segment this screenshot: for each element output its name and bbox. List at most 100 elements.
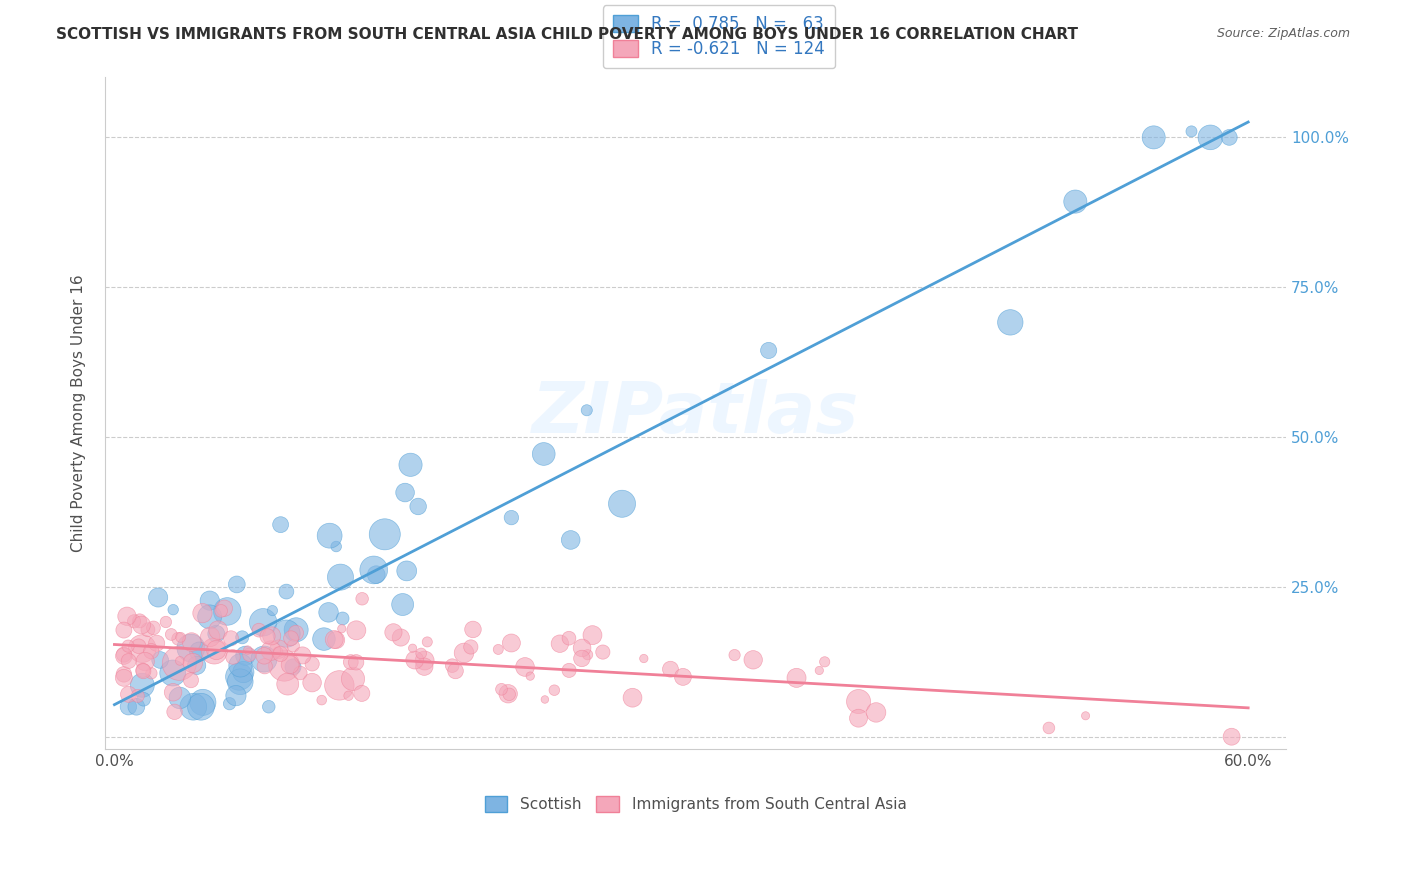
Point — [290, 666, 312, 681]
Legend: Scottish, Immigrants from South Central Asia: Scottish, Immigrants from South Central … — [475, 788, 915, 822]
Point — [1064, 194, 1087, 209]
Point — [337, 689, 360, 703]
Point — [848, 711, 870, 725]
Point — [513, 660, 536, 674]
Point — [1000, 315, 1022, 329]
Point — [1331, 698, 1354, 712]
Point — [112, 671, 135, 685]
Point — [311, 693, 333, 707]
Point — [284, 626, 307, 640]
Point — [145, 636, 167, 650]
Point — [225, 577, 247, 591]
Point — [633, 651, 655, 665]
Point — [404, 653, 426, 667]
Point — [169, 630, 191, 644]
Point — [330, 622, 353, 636]
Point — [1038, 721, 1060, 735]
Point — [576, 648, 599, 662]
Point — [167, 632, 190, 646]
Point — [180, 640, 202, 655]
Point — [117, 699, 139, 714]
Point — [253, 659, 276, 673]
Point — [278, 657, 301, 672]
Point — [581, 628, 603, 642]
Point — [501, 636, 523, 650]
Point — [1331, 691, 1354, 706]
Point — [610, 497, 633, 511]
Point — [344, 656, 367, 670]
Point — [281, 660, 304, 674]
Point — [276, 626, 298, 640]
Point — [198, 630, 221, 644]
Point — [519, 669, 541, 683]
Point — [190, 699, 212, 714]
Point — [1180, 124, 1202, 138]
Point — [391, 598, 413, 612]
Point — [301, 675, 323, 690]
Point — [238, 648, 260, 662]
Point — [323, 632, 346, 647]
Point — [267, 642, 290, 657]
Point — [453, 646, 475, 660]
Point — [848, 694, 870, 708]
Point — [496, 687, 519, 701]
Point — [441, 658, 464, 673]
Point — [260, 629, 283, 643]
Point — [325, 633, 347, 648]
Point — [1220, 730, 1243, 744]
Point — [363, 563, 385, 577]
Point — [865, 706, 887, 720]
Point — [723, 648, 745, 662]
Point — [229, 658, 252, 673]
Point — [325, 540, 347, 554]
Point — [285, 623, 308, 637]
Point — [280, 632, 302, 646]
Point — [247, 623, 270, 637]
Point — [162, 665, 184, 680]
Point — [181, 699, 204, 714]
Point — [413, 653, 436, 667]
Point — [395, 564, 418, 578]
Point — [342, 672, 364, 686]
Point — [742, 653, 765, 667]
Point — [128, 614, 150, 628]
Point — [253, 652, 276, 666]
Point — [222, 650, 245, 665]
Point — [533, 447, 555, 461]
Point — [501, 510, 523, 524]
Point — [122, 615, 145, 629]
Point — [592, 645, 614, 659]
Point — [160, 627, 183, 641]
Point — [621, 690, 644, 705]
Point — [267, 645, 290, 659]
Point — [155, 615, 177, 629]
Point — [498, 687, 520, 701]
Point — [118, 654, 141, 668]
Point — [112, 623, 135, 637]
Text: Source: ZipAtlas.com: Source: ZipAtlas.com — [1216, 27, 1350, 40]
Point — [291, 648, 314, 663]
Point — [374, 527, 396, 541]
Point — [180, 673, 202, 688]
Point — [461, 623, 484, 637]
Point — [548, 637, 571, 651]
Point — [575, 403, 598, 417]
Point — [273, 658, 295, 673]
Point — [132, 663, 155, 677]
Point — [198, 610, 221, 624]
Point — [169, 654, 191, 668]
Point — [232, 665, 254, 679]
Point — [112, 648, 135, 663]
Point — [389, 631, 412, 645]
Point — [560, 533, 582, 547]
Point — [659, 662, 682, 676]
Point — [534, 692, 557, 706]
Point — [329, 570, 352, 584]
Point — [808, 664, 831, 678]
Point — [283, 639, 305, 653]
Point — [276, 584, 298, 599]
Point — [231, 630, 253, 644]
Point — [339, 655, 361, 669]
Point — [186, 658, 208, 673]
Point — [217, 604, 239, 618]
